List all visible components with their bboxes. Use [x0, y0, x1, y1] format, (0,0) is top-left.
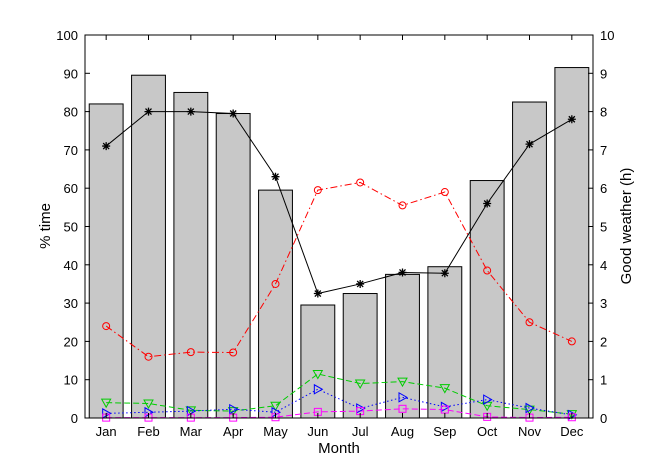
series-1-point: [398, 201, 407, 210]
series-1-point: [313, 186, 322, 195]
x-tick-label: Mar: [180, 424, 203, 439]
x-tick-label: Sep: [433, 424, 456, 439]
series-2-point: [439, 384, 451, 394]
x-tick-label: Aug: [391, 424, 414, 439]
series-1-point: [229, 348, 238, 357]
y-tick-label-left: 10: [64, 373, 78, 388]
series-3-point: [398, 391, 409, 403]
y-tick-label-right: 3: [600, 296, 607, 311]
series-1-point: [144, 352, 153, 361]
series-3-point: [229, 403, 239, 415]
series-0-point: [483, 199, 492, 208]
y-tick-label-left: 80: [64, 105, 78, 120]
series-1-point: [186, 348, 195, 357]
series-1-point: [525, 318, 534, 327]
y-tick-label-left: 100: [56, 28, 78, 43]
y-tick-label-left: 50: [64, 220, 78, 235]
series-3-point: [525, 402, 536, 414]
y-tick-label-right: 7: [600, 143, 607, 158]
bar-mar: [173, 91, 209, 419]
series-0-point: [398, 268, 407, 277]
series-0-point: [102, 142, 111, 151]
bar-nov: [512, 101, 547, 419]
y-tick-label-right: 4: [600, 258, 607, 273]
y-tick-label-right: 1: [600, 373, 607, 388]
bar-aug: [385, 273, 420, 419]
bar-feb: [131, 74, 166, 419]
series-2-point: [312, 369, 324, 380]
y-tick-label-right: 9: [600, 66, 607, 81]
bar-sep: [427, 266, 463, 419]
series-2-point: [397, 377, 408, 388]
y-tick-label-right: 2: [600, 334, 607, 349]
x-tick-label: Apr: [223, 424, 244, 439]
series-2-point: [143, 399, 154, 409]
x-tick-label: Nov: [518, 424, 542, 439]
series-2-point: [227, 407, 239, 417]
y-tick-label-left: 90: [64, 66, 78, 81]
x-axis-title: Month: [318, 440, 360, 457]
y-tick-label-right: 6: [600, 181, 607, 196]
series-0-point: [440, 269, 449, 278]
bar-jun: [300, 304, 336, 419]
series-4-point: [398, 404, 407, 413]
ticks-layer: 0 10 20 30 40 50 60 70 80 90 100 0 1 2 3 4 5 6 7 8 9 10 Jan Feb…: [56, 28, 614, 439]
y-axis-title-left: % time: [37, 203, 54, 249]
series-0-point: [567, 115, 576, 124]
series-1-point: [483, 266, 492, 275]
series-2-point: [566, 410, 578, 420]
bar-jul: [342, 293, 378, 419]
series-3-line: [106, 388, 572, 416]
bar-jan: [88, 103, 124, 419]
x-tick-label: Feb: [137, 424, 159, 439]
series-0-line: [105, 111, 573, 295]
series-0-point: [229, 109, 238, 118]
y-tick-label-right: 10: [600, 28, 614, 43]
series-1-point: [102, 322, 111, 331]
series-1-point: [567, 337, 576, 346]
series-0-point: [525, 140, 534, 149]
series-3-point: [313, 383, 324, 395]
x-tick-label: Jul: [352, 424, 369, 439]
y-axis-title-right: Good weather (h): [618, 168, 635, 285]
bar-may: [258, 189, 293, 419]
series-0-point: [186, 107, 195, 116]
series-0-point: [144, 107, 153, 116]
series-0-point: [271, 172, 280, 181]
series-2-point: [270, 401, 281, 412]
y-tick-label-left: 0: [71, 411, 78, 426]
series-0-point: [356, 279, 365, 288]
series-2-point: [185, 406, 197, 416]
series-2-line: [106, 373, 572, 415]
y-tick-label-left: 20: [64, 334, 78, 349]
y-tick-label-left: 60: [64, 181, 78, 196]
bar-apr: [215, 113, 251, 419]
series-1-point: [271, 279, 280, 288]
series-1-point: [440, 188, 449, 197]
x-tick-label: Dec: [560, 424, 584, 439]
y-tick-label-right: 0: [600, 411, 607, 426]
x-tick-label: Jun: [307, 424, 328, 439]
x-tick-label: May: [263, 424, 288, 439]
series-markers-layer: [100, 107, 578, 422]
series-3-point: [483, 394, 493, 405]
y-tick-label-right: 5: [600, 220, 607, 235]
y-tick-label-left: 30: [64, 296, 78, 311]
bars-layer: [88, 67, 590, 419]
x-tick-label: Oct: [477, 424, 498, 439]
series-2-point: [354, 379, 366, 390]
y-tick-label-left: 40: [64, 258, 78, 273]
x-tick-label: Jan: [96, 424, 117, 439]
bar-oct: [469, 180, 505, 419]
series-2-point: [100, 398, 112, 409]
series-1-line: [105, 181, 573, 358]
series-1-point: [356, 178, 365, 187]
y-tick-label-right: 8: [600, 105, 607, 120]
series-0-point: [313, 289, 322, 298]
y-tick-label-left: 70: [64, 143, 78, 158]
